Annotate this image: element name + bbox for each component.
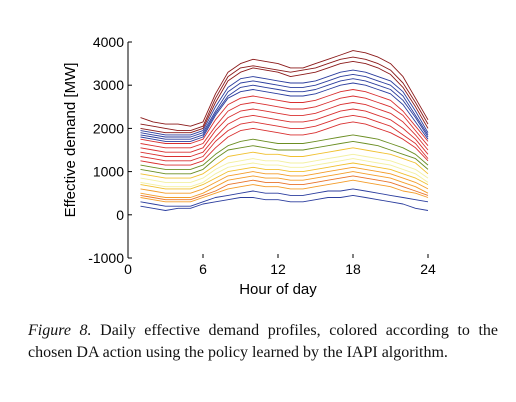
x-axis-label: Hour of day [239, 281, 317, 298]
series-line-6 [140, 78, 429, 140]
series-line-3 [140, 60, 429, 134]
plot-lines [140, 50, 429, 211]
series-line-13 [140, 121, 429, 166]
series-line-14 [140, 134, 429, 170]
series-line-2 [140, 56, 429, 132]
series-line-11 [140, 108, 429, 157]
series-line-24 [140, 188, 429, 207]
series-line-1 [140, 50, 429, 127]
series-line-19 [140, 162, 429, 190]
y-axis-label: Effective demand [MW] [62, 63, 79, 218]
series-line-12 [140, 114, 429, 162]
y-tick-label: 2000 [93, 120, 124, 136]
x-tick-label: 0 [124, 261, 132, 277]
series-line-4 [140, 69, 429, 136]
series-line-15 [140, 140, 429, 175]
y-tick-label: 3000 [93, 77, 124, 93]
caption-text: Daily effective demand profiles, colored… [28, 322, 499, 361]
series-line-7 [140, 82, 429, 142]
series-line-20 [140, 166, 429, 194]
y-tick-label: -1000 [88, 250, 124, 266]
x-tick-label: 12 [270, 261, 286, 277]
series-line-8 [140, 89, 429, 144]
figure-caption: Figure 8. Daily effective demand profile… [28, 320, 498, 364]
x-tick-label: 18 [345, 261, 361, 277]
series-line-17 [140, 153, 429, 183]
series-line-21 [140, 171, 429, 198]
series-line-22 [140, 175, 429, 201]
caption-label: Figure 8. [28, 322, 92, 339]
series-line-10 [140, 102, 429, 153]
y-tick-label: 1000 [93, 164, 124, 180]
series-line-5 [140, 73, 429, 138]
y-tick-label: 0 [116, 207, 124, 223]
y-tick-label: 4000 [93, 34, 124, 50]
x-tick-label: 6 [199, 261, 207, 277]
series-line-18 [140, 158, 429, 188]
series-line-23 [140, 179, 429, 203]
series-line-25 [140, 194, 429, 211]
series-line-16 [140, 147, 429, 179]
series-line-9 [140, 95, 429, 149]
x-tick-label: 24 [420, 261, 436, 277]
